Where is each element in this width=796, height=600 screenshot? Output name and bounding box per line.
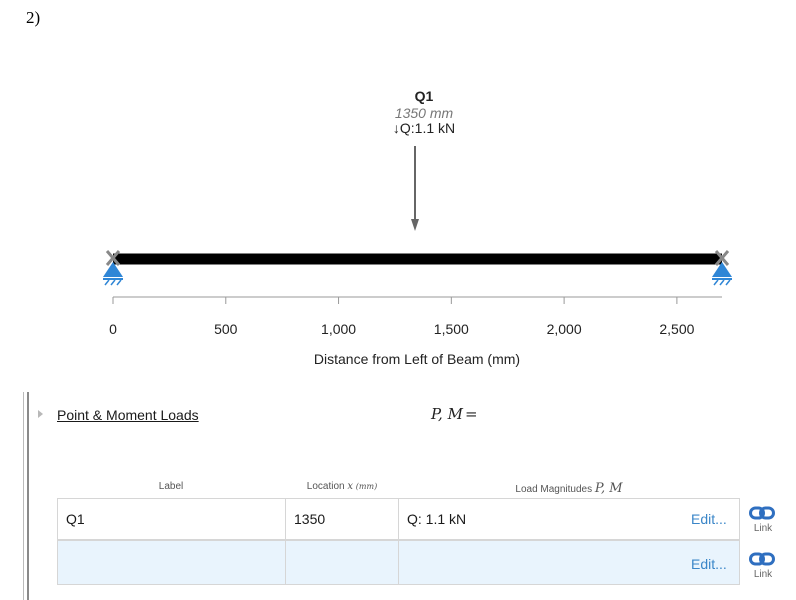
label-input[interactable] <box>57 540 286 585</box>
axis-tick-label: 2,500 <box>659 321 694 337</box>
axis-tick-label: 500 <box>214 321 238 337</box>
axis-tick-label: 1,500 <box>434 321 469 337</box>
link-label: Link <box>753 523 773 534</box>
location-input[interactable] <box>285 540 399 585</box>
location-input[interactable]: 1350 <box>285 498 399 540</box>
loads-math-eq: = <box>464 405 478 423</box>
magnitude-input[interactable] <box>398 540 740 585</box>
load-magnitude-text: ↓Q:1.1 kN <box>393 120 455 136</box>
location-unit: (mm) <box>355 482 378 491</box>
link-label: Link <box>753 569 773 580</box>
pinned-support-icon <box>712 250 732 286</box>
chain-link-icon <box>749 506 775 520</box>
pinned-support-icon <box>103 250 123 286</box>
problem-number: 2) <box>26 8 41 27</box>
magnitudes-var: P, M <box>594 481 623 496</box>
load-name: Q1 <box>415 88 434 104</box>
edit-button[interactable]: Edit... <box>691 511 727 527</box>
column-header-label: Label <box>158 481 184 492</box>
magnitude-input[interactable]: Q: 1.1 kN <box>398 498 740 540</box>
chain-link-icon <box>749 552 775 566</box>
label-input[interactable]: Q1 <box>57 498 286 540</box>
axis-tick-label: 2,000 <box>547 321 582 337</box>
location-prefix: Location <box>306 481 345 492</box>
axis-tick-label: 1,000 <box>321 321 356 337</box>
loads-math-label: P, M = <box>431 405 478 423</box>
magnitudes-prefix: Load Magnitudes <box>515 484 593 495</box>
column-header-location: Location x (mm) <box>286 481 398 492</box>
section-border <box>23 392 24 600</box>
link-button[interactable]: Link <box>748 506 778 536</box>
location-var: x <box>347 481 354 492</box>
magnitude-value: Q: 1.1 kN <box>407 511 467 527</box>
link-button[interactable]: Link <box>748 552 778 582</box>
column-header-magnitudes: Load Magnitudes P, M <box>399 481 739 496</box>
point-moment-loads-link[interactable]: Point & Moment Loads <box>57 407 199 423</box>
edit-button[interactable]: Edit... <box>691 556 727 572</box>
expand-triangle-icon[interactable] <box>38 410 43 418</box>
axis-label: Distance from Left of Beam (mm) <box>314 351 520 367</box>
section-border <box>27 392 29 600</box>
axis-tick-label: 0 <box>109 321 117 337</box>
loads-math-var: P, M <box>431 405 463 423</box>
load-arrow-icon <box>411 146 419 231</box>
load-location-text: 1350 mm <box>395 105 454 121</box>
beam-diagram: Q1 1350 mm ↓Q:1.1 kN 0 500 1,000 1,500 2,000… <box>103 88 732 367</box>
